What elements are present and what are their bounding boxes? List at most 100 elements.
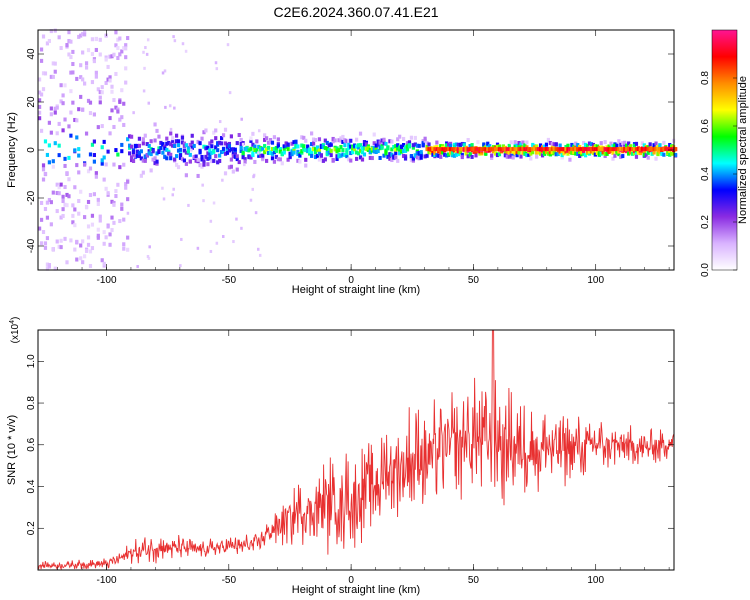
spectrogram-cell [266, 150, 271, 155]
spectrogram-cell [642, 152, 646, 157]
spectrogram-cell [55, 131, 59, 136]
spectrogram-cell [43, 139, 48, 144]
spectrogram-cell [270, 146, 275, 151]
spectrogram-cell [323, 145, 327, 150]
spectrogram-cell [253, 144, 257, 149]
spectrogram-cell [272, 159, 277, 164]
spectrogram-cell [212, 130, 216, 135]
spectrogram-cell [384, 149, 388, 154]
spectrogram-cell [122, 101, 126, 106]
snr-xlabel: Height of straight line (km) [292, 584, 420, 596]
spectrogram-cell [182, 143, 187, 148]
spectrogram-cell [176, 143, 181, 148]
spectrogram-cell [114, 194, 118, 199]
spectrogram-cell [126, 197, 130, 202]
spectrogram-cell [227, 144, 232, 149]
spectrogram-cell [670, 151, 674, 156]
spectrogram-cell [208, 152, 212, 157]
spectrogram-cell [257, 247, 260, 251]
spectrogram-cell [219, 141, 224, 146]
spectrogram-cell [237, 133, 241, 138]
spectrogram-cell [45, 236, 50, 241]
spectrogram-cell [343, 138, 347, 143]
spectrogram-cell [110, 54, 114, 59]
spectrogram-cell [439, 144, 443, 149]
spectrogram-cell [196, 246, 200, 250]
spectrogram-cell [55, 182, 59, 187]
spectrogram-cell [632, 151, 637, 156]
spectrogram-cell [38, 98, 42, 103]
spectrogram-cell [343, 143, 347, 148]
spectrogram-cell [57, 244, 61, 249]
spectrogram-cell [560, 153, 564, 158]
spectrogram-cell [560, 155, 564, 160]
spectrogram-cell [531, 147, 535, 152]
spectrogram-cell [317, 137, 322, 142]
spectrogram-cell [69, 89, 73, 94]
spectrogram-cell [499, 147, 504, 152]
spectrogram-cell [585, 147, 590, 152]
spectrogram-cell [268, 150, 273, 155]
spectrogram-cell [347, 138, 351, 143]
spectrogram-cell [433, 152, 437, 157]
spectrogram-cell [147, 101, 151, 105]
spectrogram-cell [331, 157, 335, 162]
spectrogram-cell [47, 197, 51, 202]
spectrogram-cell [538, 151, 543, 156]
spectrogram-cell [266, 145, 271, 150]
spectrogram-cell [98, 218, 102, 223]
spectrogram-cell [591, 142, 596, 147]
spectrogram-cell [638, 151, 642, 156]
spectrogram-cell [241, 142, 245, 146]
spectrogram-cell [331, 139, 335, 144]
spectrogram-cell [196, 157, 200, 162]
spectrogram-cell [63, 163, 67, 168]
spectrogram-cell [174, 162, 179, 167]
spectrogram-cell [384, 141, 388, 146]
spectrogram-cell [552, 150, 556, 155]
spectrogram-cell [450, 151, 455, 156]
spectrogram-cell [425, 153, 429, 158]
spectrogram-cell [458, 150, 462, 155]
spectrogram-cell [403, 145, 408, 150]
spectrogram-cell [280, 152, 284, 157]
spectrogram-cell [102, 139, 106, 144]
spectrogram-cell [259, 153, 263, 158]
spectrogram-cell [104, 186, 108, 191]
spectrogram-cell [599, 147, 603, 152]
spectrogram-cell [321, 158, 325, 163]
spectrogram-cell [98, 214, 102, 219]
spectrogram-cell [296, 151, 300, 156]
spectrogram-cell [221, 146, 226, 151]
spectrogram-cell [519, 154, 523, 159]
spectrogram-cell [266, 140, 271, 145]
spectrogram-cell [472, 149, 476, 154]
spectrogram-cell [587, 151, 592, 156]
spectrogram-cell [233, 154, 237, 159]
spectrogram-cell [216, 142, 220, 147]
spectrogram-cell [521, 150, 525, 155]
spectrogram-cell [304, 163, 308, 168]
spectrogram-cell [216, 148, 220, 153]
spectrogram-cell [112, 162, 116, 167]
spectrogram-cell [110, 228, 114, 233]
spectrogram-cell [100, 85, 104, 90]
spectrogram-cell [372, 132, 376, 137]
spectrogram-cell [417, 143, 421, 148]
spectrogram-cell [129, 155, 134, 160]
spectrogram-cell [284, 143, 288, 148]
spectrogram-cell [482, 147, 486, 152]
spectrogram-cell [110, 108, 114, 113]
spectrogram-cell [274, 148, 278, 153]
spectrogram-cell [98, 100, 102, 105]
y-tick-label: 0 [26, 147, 37, 153]
spectrogram-cell [172, 187, 175, 191]
spectrogram-cell [276, 137, 280, 142]
spectrogram-cell [59, 182, 63, 187]
spectrogram-cell [398, 147, 402, 152]
spectrogram-cell [126, 179, 130, 184]
spectrogram-cell [280, 161, 284, 166]
spectrogram-cell [231, 151, 235, 156]
spectrogram-cell [49, 222, 53, 227]
spectrogram-cell [621, 147, 625, 152]
